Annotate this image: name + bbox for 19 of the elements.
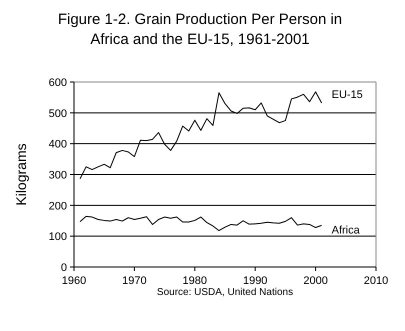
x-tick-label: 1980 [182, 275, 208, 287]
x-tick-label: 1990 [242, 275, 268, 287]
source-note: Source: USDA, United Nations [156, 287, 294, 298]
x-tick-label: 2010 [364, 275, 388, 287]
x-tick-label: 2000 [303, 275, 328, 287]
y-tick-label: 300 [48, 170, 67, 182]
x-tick-label: 1960 [62, 275, 86, 287]
y-axis-title: Kilograms [13, 143, 29, 206]
y-tick-label: 400 [48, 138, 67, 151]
y-tick-label: 200 [48, 200, 67, 212]
y-tick-label: 600 [48, 77, 67, 89]
x-tick-label: 1970 [122, 275, 147, 287]
y-tick-label: 500 [48, 108, 67, 120]
series-label: Africa [332, 224, 361, 236]
series-label: EU-15 [332, 88, 363, 101]
line-series [80, 216, 322, 232]
chart-title: Figure 1-2. Grain Production Per Person in Africa and the EU-15, 1961-2001 [58, 11, 342, 48]
y-tick-label: 0 [60, 262, 67, 274]
y-tick-label: 100 [48, 231, 67, 244]
